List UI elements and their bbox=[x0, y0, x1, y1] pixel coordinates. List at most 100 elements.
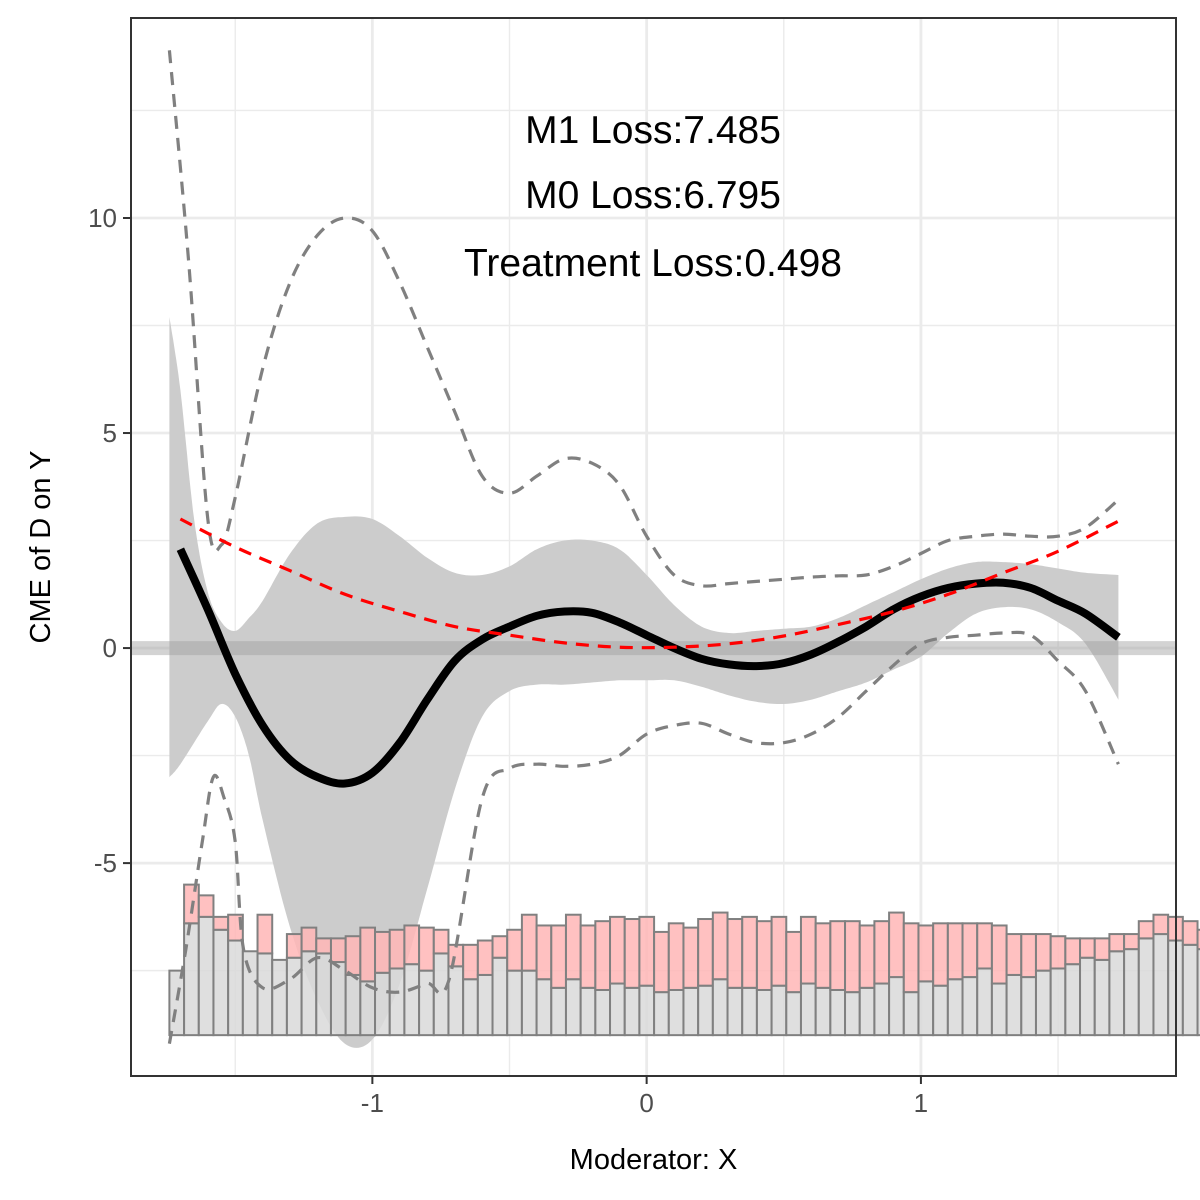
estimated-cme-line bbox=[176, 547, 1121, 788]
confidence-ribbon-layer bbox=[169, 316, 1119, 1048]
histogram-treated-bar bbox=[682, 926, 700, 989]
histogram-control-bar bbox=[374, 971, 391, 1037]
histogram-control-bar bbox=[197, 915, 215, 1037]
histogram-treated-bar bbox=[374, 930, 391, 974]
histogram-control-bar bbox=[829, 988, 847, 1037]
histogram-treated-bar bbox=[1123, 933, 1140, 951]
histogram-treated-bar bbox=[1196, 928, 1200, 951]
histogram-control-bar bbox=[564, 978, 582, 1037]
histogram-treated-bar bbox=[667, 922, 685, 991]
histogram-control-bar bbox=[183, 922, 200, 1037]
y-tick-label: 0 bbox=[103, 633, 117, 663]
histogram-control-bar bbox=[432, 952, 450, 1037]
histogram-treated-bar bbox=[1079, 937, 1096, 959]
histogram-control-bar bbox=[344, 973, 362, 1037]
histogram-treated-bar bbox=[447, 943, 465, 968]
histogram-treated-bar bbox=[638, 915, 656, 987]
histogram-control-bar bbox=[667, 988, 685, 1037]
histogram-treated-bar bbox=[917, 924, 935, 983]
histogram-control-bar bbox=[711, 978, 729, 1037]
histogram-control-bar bbox=[946, 978, 964, 1037]
histogram-treated-bar bbox=[697, 918, 714, 987]
histogram-control-bar bbox=[1034, 969, 1052, 1037]
histogram-treated-bar bbox=[741, 915, 758, 989]
histogram-treated-bar bbox=[946, 922, 964, 981]
histogram-treated-bar bbox=[1034, 933, 1052, 972]
x-tick-label: -1 bbox=[361, 1088, 384, 1118]
histogram-control-bar bbox=[961, 976, 979, 1037]
histogram-control-bar bbox=[212, 928, 230, 1037]
histogram-control-bar bbox=[447, 965, 465, 1037]
histogram-control-bar bbox=[1020, 976, 1037, 1037]
histogram-treated-bar bbox=[1005, 933, 1023, 976]
histogram-treated-bar bbox=[388, 928, 406, 970]
histogram-control-bar bbox=[403, 963, 421, 1037]
x-tick-label: 0 bbox=[639, 1088, 653, 1118]
histogram-layer bbox=[168, 883, 1200, 1037]
histogram-treated-bar bbox=[976, 922, 993, 970]
histogram-treated-bar bbox=[359, 926, 377, 983]
x-tick-label: 1 bbox=[914, 1088, 928, 1118]
histogram-control-bar bbox=[1137, 937, 1155, 1037]
histogram-treated-bar bbox=[212, 915, 230, 931]
histogram-control-bar bbox=[1049, 967, 1067, 1037]
histogram-control-bar bbox=[1196, 948, 1200, 1037]
histogram-control-bar bbox=[623, 986, 641, 1037]
histogram-control-bar bbox=[990, 982, 1008, 1037]
histogram-treated-bar bbox=[653, 930, 670, 994]
histogram-treated-bar bbox=[1093, 937, 1111, 961]
histogram-treated-bar bbox=[829, 920, 847, 991]
histogram-control-bar bbox=[844, 991, 861, 1037]
histogram-treated-bar bbox=[1152, 913, 1170, 936]
histogram-treated-bar bbox=[888, 911, 905, 979]
histogram-treated-bar bbox=[990, 924, 1008, 985]
panel-border bbox=[130, 17, 1177, 1077]
histogram-treated-bar bbox=[1020, 933, 1037, 979]
histogram-control-bar bbox=[227, 939, 244, 1037]
histogram-control-bar bbox=[579, 986, 597, 1037]
histogram-control-bar bbox=[755, 988, 773, 1037]
histogram-treated-bar bbox=[579, 924, 597, 989]
histogram-treated-bar bbox=[799, 915, 817, 985]
y-axis-title: CME of D on Y bbox=[25, 451, 57, 644]
axis-ticks: -1 0 1 -5 0 5 10 bbox=[88, 203, 928, 1118]
histogram-treated-bar bbox=[403, 924, 421, 966]
y-tick-label: 5 bbox=[103, 418, 117, 448]
histogram-control-bar bbox=[1152, 933, 1170, 1037]
histogram-treated-bar bbox=[476, 939, 494, 976]
histogram-control-bar bbox=[462, 978, 479, 1037]
histogram-treated-bar bbox=[256, 913, 274, 955]
loss-annotations: M1 Loss:7.485 M0 Loss:6.795 Treatment Lo… bbox=[464, 109, 842, 285]
histogram-control-bar bbox=[329, 961, 347, 1037]
histogram-treated-bar bbox=[770, 915, 788, 987]
histogram-treated-bar bbox=[1137, 920, 1155, 940]
histogram-treated-bar bbox=[506, 928, 523, 972]
histogram-control-bar bbox=[256, 952, 274, 1037]
histogram-control-bar bbox=[770, 984, 788, 1037]
histogram-control-bar bbox=[741, 986, 758, 1037]
histogram-control-bar bbox=[653, 991, 670, 1037]
histogram-treated-bar bbox=[1181, 920, 1199, 946]
histogram-treated-bar bbox=[535, 924, 553, 981]
histogram-control-bar bbox=[550, 986, 567, 1037]
histogram-treated-bar bbox=[726, 918, 744, 989]
histogram-treated-bar bbox=[961, 922, 979, 979]
histogram-control-bar bbox=[814, 986, 832, 1037]
histogram-control-bar bbox=[682, 986, 700, 1037]
histogram-control-bar bbox=[418, 969, 435, 1037]
histogram-treated-bar bbox=[1108, 933, 1126, 953]
histogram-control-bar bbox=[609, 982, 626, 1037]
histogram-control-bar bbox=[1064, 963, 1082, 1037]
x-axis-title: Moderator: X bbox=[570, 1144, 738, 1176]
histogram-treated-bar bbox=[1049, 935, 1067, 970]
histogram-control-bar bbox=[1181, 943, 1199, 1037]
histogram-treated-bar bbox=[1064, 937, 1082, 966]
histogram-treated-bar bbox=[491, 935, 509, 959]
histogram-control-bar bbox=[1123, 948, 1140, 1037]
histogram-control-bar bbox=[1005, 973, 1023, 1037]
histogram-control-bar bbox=[168, 969, 186, 1037]
histogram-treated-bar bbox=[814, 922, 832, 989]
histogram-treated-bar bbox=[711, 911, 729, 981]
histogram-control-bar bbox=[315, 952, 332, 1037]
histogram-control-bar bbox=[594, 988, 612, 1037]
